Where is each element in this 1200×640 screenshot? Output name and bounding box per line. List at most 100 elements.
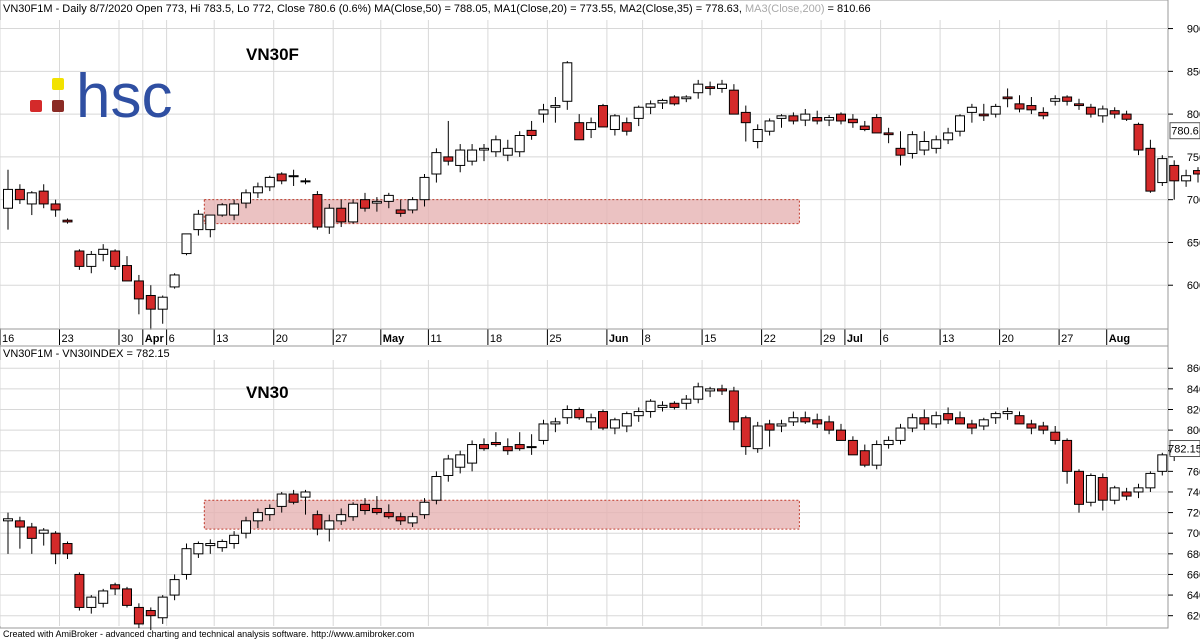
logo-square-maroon	[52, 100, 64, 112]
candle-body	[955, 115, 965, 132]
candle	[157, 595, 168, 624]
candle-body	[50, 532, 61, 555]
x-tick-label: 8	[645, 333, 651, 345]
candle	[383, 192, 394, 209]
candle	[859, 444, 870, 468]
candle	[1133, 122, 1144, 156]
candle	[38, 528, 49, 546]
logo-square-red	[30, 100, 42, 112]
candle	[395, 199, 406, 217]
candle	[705, 386, 716, 398]
candle-body	[360, 503, 370, 512]
candle-body	[907, 134, 918, 154]
candle	[883, 436, 894, 449]
candle	[669, 401, 680, 410]
candle-body	[1169, 164, 1180, 182]
candle-body	[1097, 477, 1108, 501]
candle	[966, 103, 977, 123]
candle	[205, 539, 216, 554]
candle	[645, 399, 656, 418]
candle-body	[681, 398, 692, 404]
candle-body	[598, 105, 608, 128]
candle-body	[717, 83, 727, 89]
candle-body	[859, 125, 870, 131]
candle	[169, 574, 180, 601]
candle	[1050, 95, 1061, 106]
candle-body	[943, 132, 954, 141]
x-tick-label: 23	[62, 333, 74, 345]
candle-body	[574, 122, 585, 141]
candle-body	[62, 219, 73, 223]
candle	[550, 97, 561, 123]
candle-body	[276, 493, 287, 507]
bottom-pane-frame	[0, 345, 1169, 629]
candle	[1109, 485, 1120, 505]
candle-body	[252, 186, 263, 194]
candle-body	[193, 543, 204, 555]
candle	[824, 415, 835, 435]
candle	[943, 407, 954, 424]
candle-body	[324, 207, 335, 228]
logo-text: hsc	[76, 62, 172, 131]
candle	[586, 117, 597, 139]
candle	[895, 131, 906, 166]
candle	[693, 79, 704, 99]
candle-body	[824, 421, 835, 431]
candle	[752, 421, 763, 453]
candle	[609, 417, 620, 435]
candle	[3, 169, 13, 230]
candle-body	[859, 450, 870, 466]
candle	[490, 135, 501, 157]
candle-body	[788, 417, 799, 423]
candle	[836, 112, 846, 125]
candle	[1026, 97, 1037, 115]
candle	[836, 423, 846, 441]
candle-body	[1062, 96, 1073, 102]
candle-body	[312, 194, 323, 228]
x-tick-label: 6	[883, 333, 889, 345]
candle-body	[966, 423, 977, 429]
candle-body	[1145, 147, 1156, 192]
candle	[764, 419, 775, 447]
candle-body	[205, 214, 216, 231]
candle-body	[621, 122, 632, 132]
candle	[276, 172, 287, 185]
candle	[1109, 107, 1120, 119]
candle-body	[1074, 470, 1084, 505]
candle-body	[1050, 98, 1061, 102]
candle-body	[847, 118, 858, 124]
candle	[859, 120, 870, 132]
candle	[229, 199, 240, 221]
x-tick-label: 18	[490, 333, 502, 345]
candle	[788, 112, 799, 125]
candle	[181, 543, 192, 580]
candle	[740, 105, 751, 142]
candle	[633, 407, 644, 422]
candle-body	[252, 512, 263, 522]
candle-body	[276, 173, 287, 182]
candle-body	[1050, 431, 1061, 441]
x-tick-label: 13	[942, 333, 954, 345]
candle	[133, 274, 144, 315]
candle	[598, 103, 608, 128]
candle-body	[145, 610, 156, 617]
candle	[288, 169, 299, 186]
candle-body	[145, 294, 156, 310]
candle-body	[526, 446, 537, 449]
candle	[181, 233, 192, 256]
candle-body	[300, 491, 311, 498]
y-tick-label: 620	[1187, 611, 1200, 623]
candle-body	[181, 233, 192, 255]
candle	[467, 144, 478, 166]
candle	[110, 249, 121, 270]
candle	[1133, 483, 1144, 499]
candle	[1038, 421, 1049, 435]
candle	[479, 438, 489, 451]
y-tick-label: 750	[1187, 152, 1200, 164]
candle	[931, 411, 942, 429]
candle-body	[169, 579, 180, 596]
x-tick-label: 6	[169, 333, 175, 345]
candle	[847, 436, 858, 456]
candle	[407, 197, 418, 214]
candle-body	[14, 188, 25, 201]
